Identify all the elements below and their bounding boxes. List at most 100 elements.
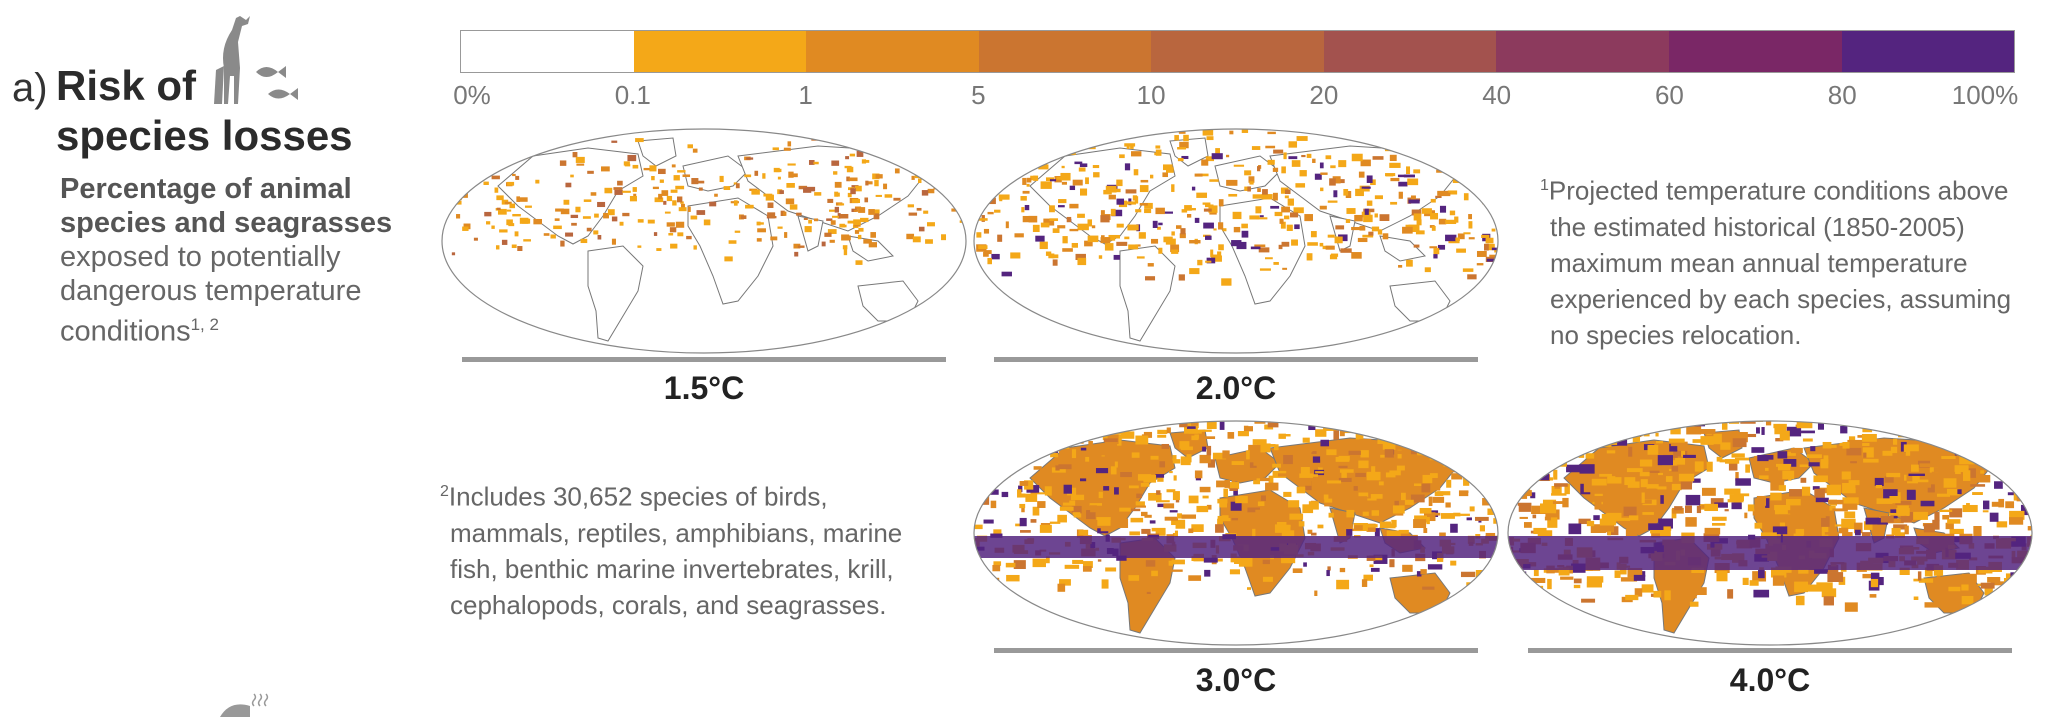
risk-cell [1074,161,1083,165]
risk-cell [1501,433,1502,438]
risk-cell [1420,569,1427,575]
risk-cell [1628,446,1633,457]
risk-cell [1256,217,1268,220]
risk-cell [491,175,500,180]
risk-cell [1281,206,1290,213]
map-1-5c [441,128,967,354]
risk-cell [1158,222,1163,226]
risk-cell [1572,441,1583,448]
risk-cell [834,206,840,213]
risk-cell [1114,461,1118,468]
risk-cell [838,203,845,206]
risk-cell [1116,518,1129,528]
risk-cell [847,192,852,198]
risk-cell [1195,476,1202,481]
risk-cell [506,209,512,212]
footnote-line: the estimated historical (1850-2005) [1550,211,1965,242]
risk-cell [780,210,785,217]
risk-cell [1231,240,1242,247]
risk-cell [1006,158,1014,161]
risk-cell [572,152,578,158]
risk-cell [1444,444,1457,447]
risk-cell [856,150,864,157]
risk-cell [1057,225,1066,229]
risk-cell [762,173,766,179]
risk-cell [1315,429,1327,437]
risk-cell [559,160,567,166]
risk-cell [834,191,839,197]
risk-cell [1547,517,1558,528]
risk-cell [1485,237,1494,244]
risk-cell [1566,464,1581,473]
risk-cell [1622,469,1638,477]
risk-cell [1184,425,1198,434]
risk-cell [1441,421,1451,429]
risk-cell [550,234,556,239]
risk-cell [1429,143,1438,150]
risk-cell [1775,418,1783,420]
risk-cell [1161,443,1170,449]
risk-cell [1936,493,1951,497]
risk-cell [1008,450,1021,461]
risk-cell [1179,421,1188,428]
risk-cell [860,217,869,223]
risk-cell [1218,222,1224,230]
risk-cell [1043,431,1051,440]
risk-cell [1057,205,1065,208]
risk-cell [1004,451,1016,457]
risk-cell [485,141,492,144]
risk-cell [1530,492,1536,499]
risk-cell [1669,468,1673,471]
risk-cell [1786,499,1801,506]
risk-cell [974,443,983,448]
risk-cell [1191,556,1204,562]
risk-cell [1786,426,1802,437]
risk-cell [1278,473,1289,477]
risk-cell [1474,516,1489,521]
risk-cell [2029,466,2032,473]
risk-cell [765,194,774,201]
risk-cell [1261,194,1273,200]
risk-cell [677,232,684,237]
risk-cell [1191,186,1196,191]
risk-cell [1248,176,1255,183]
risk-cell [1009,129,1014,131]
risk-cell [1217,498,1228,504]
risk-cell [1445,502,1451,508]
risk-cell [884,194,893,198]
risk-cell [834,181,842,188]
risk-cell [1945,522,1954,530]
risk-cell [1281,241,1290,247]
risk-cell [1283,491,1292,497]
risk-cell [1806,454,1822,459]
risk-cell [986,137,990,144]
risk-cell [1030,519,1037,523]
risk-cell [1889,495,1901,504]
risk-cell [2012,421,2029,424]
risk-cell [1796,421,1813,429]
risk-cell [1233,488,1238,496]
risk-cell [999,421,1011,424]
risk-cell [1754,522,1763,529]
risk-cell [1593,421,1600,423]
risk-cell [1390,177,1400,182]
risk-cell [1804,418,1817,419]
risk-cell [1706,461,1713,472]
risk-cell [1363,574,1374,581]
risk-cell [1091,478,1101,485]
risk-cell [670,243,678,249]
risk-cell [1228,193,1238,197]
risk-cell [1683,454,1696,458]
risk-cell [1148,492,1162,501]
risk-cell [1841,471,1851,480]
risk-cell [1383,421,1390,424]
risk-cell [517,246,523,252]
risk-cell [1585,453,1595,459]
risk-cell [1301,154,1306,158]
risk-cell [1173,475,1177,481]
risk-cell [1910,451,1922,456]
risk-cell [1019,517,1027,527]
risk-cell [1103,486,1110,491]
risk-cell [1523,522,1532,528]
risk-cell [850,188,856,195]
